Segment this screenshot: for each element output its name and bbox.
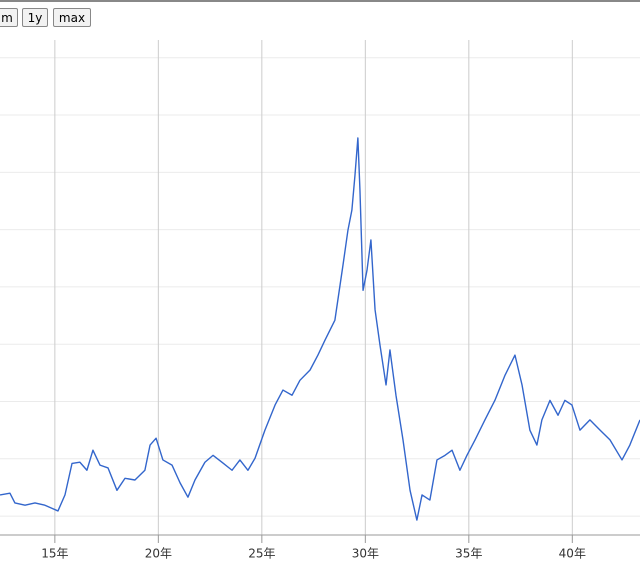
x-tick-label: 15年 <box>41 547 68 561</box>
range-button[interactable]: max <box>53 8 91 27</box>
range-button[interactable]: m <box>0 8 18 27</box>
x-tick-label: 35年 <box>455 547 482 561</box>
top-border <box>0 0 640 2</box>
range-button[interactable]: 1y <box>22 8 48 27</box>
line-series <box>0 137 640 521</box>
x-tick-label: 40年 <box>559 547 586 561</box>
x-tick-label: 20年 <box>145 547 172 561</box>
x-tick-label: 25年 <box>248 547 275 561</box>
x-tick-label: 30年 <box>352 547 379 561</box>
